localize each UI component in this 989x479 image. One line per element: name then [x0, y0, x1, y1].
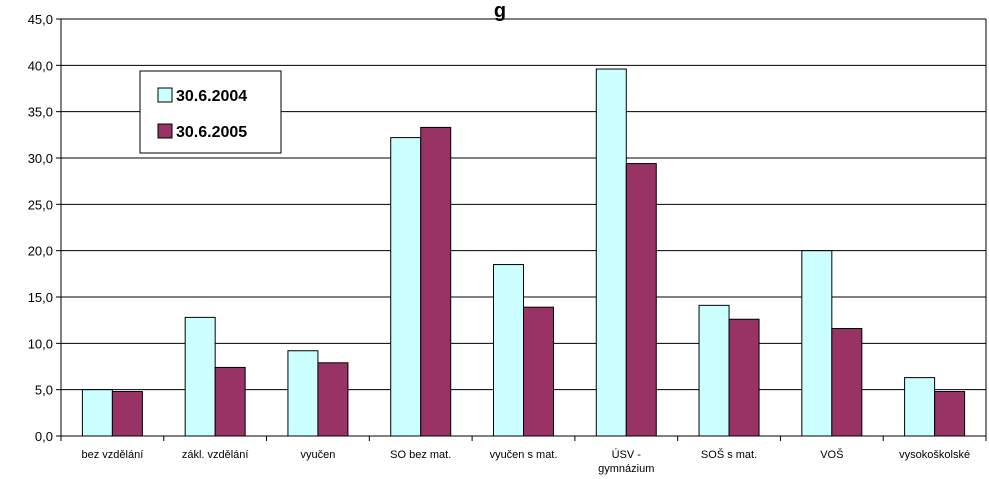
x-tick-label: vysokoškolské [899, 449, 970, 461]
x-tick-label: SO bez mat. [390, 449, 451, 461]
chart-title: g [494, 0, 506, 22]
bar-2004 [287, 350, 319, 437]
bar-2004 [595, 68, 627, 437]
bar-2004 [81, 389, 113, 437]
y-tick-label: 35,0 [28, 105, 53, 120]
bars [81, 68, 966, 437]
bar-2004 [904, 377, 936, 437]
bar-2005 [420, 126, 452, 437]
y-tick-label: 0,0 [35, 429, 53, 444]
bar-2004 [698, 304, 730, 437]
bar-2005 [728, 318, 760, 437]
bar-2005 [625, 163, 657, 437]
y-axis-ticks: 0,0 5,0 10,0 15,0 20,0 25,0 30,0 35,0 40,0 45,0 [28, 12, 53, 444]
bar-2005 [831, 328, 863, 437]
bar-2004 [801, 250, 833, 437]
bar-2005 [111, 391, 143, 437]
y-tick-label: 5,0 [35, 383, 53, 398]
axes [56, 18, 987, 441]
legend-swatch-2005 [157, 123, 173, 139]
legend: 30.6.2004 30.6.2005 [139, 70, 282, 154]
x-tick-label: ÚSV -gymnázium [598, 448, 654, 475]
x-tick-label: bez vzdělání [82, 449, 144, 461]
bar-2004 [390, 137, 422, 437]
x-tick-label: VOŠ [820, 448, 843, 461]
bar-2004 [493, 264, 524, 437]
legend-box [139, 70, 282, 154]
y-tick-label: 20,0 [28, 244, 53, 259]
x-tick-label: zákl. vzdělání [182, 449, 249, 461]
x-tick-label: vyučen s mat. [490, 449, 558, 461]
legend-label-2005: 30.6.2005 [176, 124, 247, 141]
y-tick-label: 30,0 [28, 151, 53, 166]
y-tick-label: 40,0 [28, 58, 53, 73]
bar-2005 [214, 366, 246, 437]
bar-2004 [184, 316, 216, 437]
bar-2005 [317, 362, 349, 437]
x-axis-ticks: bez vzdělání zákl. vzdělání vyučen SO bez m… [82, 448, 971, 475]
y-tick-label: 45,0 [28, 12, 53, 27]
bar-2005 [523, 306, 554, 437]
y-tick-label: 25,0 [28, 197, 53, 212]
y-tick-label: 15,0 [28, 290, 53, 305]
x-tick-label: vyučen [301, 449, 336, 461]
x-tick-label: SOŠ s mat. [701, 448, 757, 461]
legend-swatch-2004 [157, 87, 173, 103]
legend-label-2004: 30.6.2004 [176, 88, 247, 105]
bar-2005 [934, 391, 966, 437]
y-tick-label: 10,0 [28, 336, 53, 351]
